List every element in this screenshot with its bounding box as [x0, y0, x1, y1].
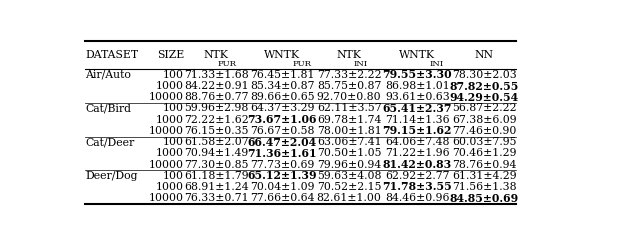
Text: NTK: NTK — [337, 50, 362, 60]
Text: 85.34±0.87: 85.34±0.87 — [250, 81, 314, 91]
Text: 10000: 10000 — [149, 92, 184, 102]
Text: 71.36±1.61: 71.36±1.61 — [247, 148, 317, 159]
Text: 79.96±0.94: 79.96±0.94 — [317, 160, 381, 170]
Text: Air/Auto: Air/Auto — [85, 70, 131, 80]
Text: 60.03±7.95: 60.03±7.95 — [452, 137, 516, 147]
Text: 76.15±0.35: 76.15±0.35 — [184, 126, 249, 136]
Text: 79.55±3.30: 79.55±3.30 — [383, 69, 452, 80]
Text: INI: INI — [353, 60, 367, 69]
Text: 85.75±0.87: 85.75±0.87 — [317, 81, 381, 91]
Text: 71.56±1.38: 71.56±1.38 — [452, 182, 516, 192]
Text: Cat/Bird: Cat/Bird — [85, 103, 131, 113]
Text: Deer/Dog: Deer/Dog — [85, 171, 138, 181]
Text: 10000: 10000 — [149, 160, 184, 170]
Text: 89.66±0.65: 89.66±0.65 — [250, 92, 314, 102]
Text: 70.04±1.09: 70.04±1.09 — [250, 182, 314, 192]
Text: 67.38±6.09: 67.38±6.09 — [452, 115, 516, 125]
Text: 100: 100 — [163, 137, 184, 147]
Text: 100: 100 — [163, 70, 184, 80]
Text: 61.18±1.79: 61.18±1.79 — [184, 171, 249, 181]
Text: 59.63±4.08: 59.63±4.08 — [317, 171, 381, 181]
Text: 61.58±2.07: 61.58±2.07 — [184, 137, 249, 147]
Text: 76.45±1.81: 76.45±1.81 — [250, 70, 314, 80]
Text: 65.12±1.39: 65.12±1.39 — [248, 170, 317, 181]
Text: 68.91±1.24: 68.91±1.24 — [184, 182, 249, 192]
Text: Cat/Deer: Cat/Deer — [85, 137, 134, 147]
Text: WNTK: WNTK — [399, 50, 435, 60]
Text: 100: 100 — [163, 103, 184, 113]
Text: 1000: 1000 — [156, 182, 184, 192]
Text: 88.76±0.77: 88.76±0.77 — [184, 92, 249, 102]
Text: 71.22±1.96: 71.22±1.96 — [385, 148, 449, 158]
Text: 94.29±0.54: 94.29±0.54 — [450, 92, 519, 103]
Text: 84.85±0.69: 84.85±0.69 — [450, 193, 519, 204]
Text: 66.47±2.04: 66.47±2.04 — [248, 137, 317, 148]
Text: 69.78±1.74: 69.78±1.74 — [317, 115, 381, 125]
Text: 93.61±0.63: 93.61±0.63 — [385, 92, 450, 102]
Text: 77.46±0.90: 77.46±0.90 — [452, 126, 516, 136]
Text: 1000: 1000 — [156, 81, 184, 91]
Text: 71.14±1.36: 71.14±1.36 — [385, 115, 449, 125]
Text: 77.30±0.85: 77.30±0.85 — [184, 160, 249, 170]
Text: 84.46±0.96: 84.46±0.96 — [385, 193, 449, 203]
Text: 59.96±2.98: 59.96±2.98 — [184, 103, 248, 113]
Text: SIZE: SIZE — [157, 50, 184, 60]
Text: 64.37±3.29: 64.37±3.29 — [250, 103, 314, 113]
Text: 77.33±2.22: 77.33±2.22 — [317, 70, 381, 80]
Text: INI: INI — [429, 60, 444, 69]
Text: PUR: PUR — [292, 60, 311, 69]
Text: 1000: 1000 — [156, 148, 184, 158]
Text: 1000: 1000 — [156, 115, 184, 125]
Text: 70.52±2.15: 70.52±2.15 — [317, 182, 381, 192]
Text: 61.31±4.29: 61.31±4.29 — [452, 171, 516, 181]
Text: 76.33±0.71: 76.33±0.71 — [184, 193, 249, 203]
Text: 84.22±0.91: 84.22±0.91 — [184, 81, 249, 91]
Text: NN: NN — [475, 50, 493, 60]
Text: 65.41±2.37: 65.41±2.37 — [383, 103, 452, 114]
Text: PUR: PUR — [218, 60, 237, 69]
Text: 78.30±2.03: 78.30±2.03 — [452, 70, 516, 80]
Text: 63.06±7.41: 63.06±7.41 — [317, 137, 381, 147]
Text: 62.11±3.57: 62.11±3.57 — [317, 103, 381, 113]
Text: 70.46±1.29: 70.46±1.29 — [452, 148, 516, 158]
Text: 82.61±1.00: 82.61±1.00 — [317, 193, 381, 203]
Text: 77.66±0.64: 77.66±0.64 — [250, 193, 314, 203]
Text: 81.42±0.83: 81.42±0.83 — [383, 159, 452, 170]
Text: 78.00±1.81: 78.00±1.81 — [317, 126, 381, 136]
Text: 76.67±0.58: 76.67±0.58 — [250, 126, 314, 136]
Text: 70.50±1.05: 70.50±1.05 — [317, 148, 381, 158]
Text: 62.92±2.77: 62.92±2.77 — [385, 171, 449, 181]
Text: 70.94±1.49: 70.94±1.49 — [184, 148, 248, 158]
Text: 56.87±2.22: 56.87±2.22 — [452, 103, 516, 113]
Text: DATASET: DATASET — [85, 50, 138, 60]
Text: NTK: NTK — [204, 50, 229, 60]
Text: 10000: 10000 — [149, 126, 184, 136]
Text: 100: 100 — [163, 171, 184, 181]
Text: 79.15±1.62: 79.15±1.62 — [383, 125, 452, 136]
Text: 64.06±7.48: 64.06±7.48 — [385, 137, 449, 147]
Text: 71.78±3.55: 71.78±3.55 — [383, 182, 452, 192]
Text: 77.73±0.69: 77.73±0.69 — [250, 160, 314, 170]
Text: WNTK: WNTK — [264, 50, 300, 60]
Text: 71.33±1.68: 71.33±1.68 — [184, 70, 249, 80]
Text: 86.98±1.01: 86.98±1.01 — [385, 81, 450, 91]
Text: 87.82±0.55: 87.82±0.55 — [449, 81, 519, 92]
Text: 78.76±0.94: 78.76±0.94 — [452, 160, 516, 170]
Text: 10000: 10000 — [149, 193, 184, 203]
Text: 73.67±1.06: 73.67±1.06 — [248, 114, 317, 125]
Text: 92.70±0.80: 92.70±0.80 — [317, 92, 381, 102]
Text: 72.22±1.62: 72.22±1.62 — [184, 115, 249, 125]
